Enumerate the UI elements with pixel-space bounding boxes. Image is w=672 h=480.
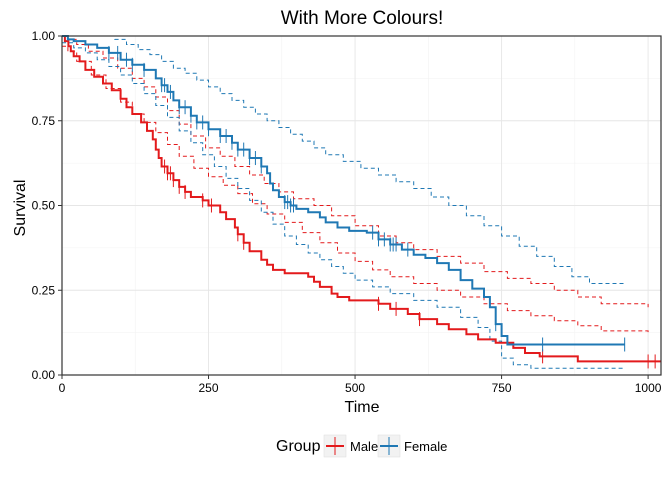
y-tick-label: 0.00: [32, 368, 56, 382]
ci-lower-female: [62, 42, 625, 369]
chart-title: With More Colours!: [281, 8, 444, 29]
censor-marks: [108, 45, 656, 369]
confidence-bands: [62, 35, 649, 369]
legend-items: Male Female: [323, 434, 447, 458]
x-tick-label: 250: [199, 381, 219, 395]
x-tick-label: 1000: [635, 381, 662, 395]
ci-lower-male: [62, 45, 649, 335]
legend-label-female: Female: [404, 439, 447, 454]
x-tick-label: 0: [59, 381, 66, 395]
survival-line-female: [62, 35, 625, 346]
x-tick-label: 500: [345, 381, 365, 395]
y-tick-label: 0.25: [32, 283, 56, 297]
legend-label-male: Male: [350, 439, 378, 454]
y-tick-label: 1.00: [32, 29, 56, 43]
y-tick-label: 0.50: [32, 199, 56, 213]
ci-upper-female: [62, 35, 625, 284]
survival-curves: [62, 35, 661, 363]
ci-upper-male: [62, 35, 649, 308]
axis-ticks: 0 250 500 750 1000 0.00 0.25 0.50 0.75 1.00: [32, 29, 662, 395]
x-tick-label: 750: [492, 381, 512, 395]
x-axis-title: Time: [345, 399, 380, 416]
y-tick-label: 0.75: [32, 114, 56, 128]
survival-line-male: [62, 35, 661, 363]
legend: Group Male Female: [276, 434, 447, 458]
y-axis-title: Survival: [12, 180, 29, 237]
legend-title: Group: [276, 438, 321, 455]
